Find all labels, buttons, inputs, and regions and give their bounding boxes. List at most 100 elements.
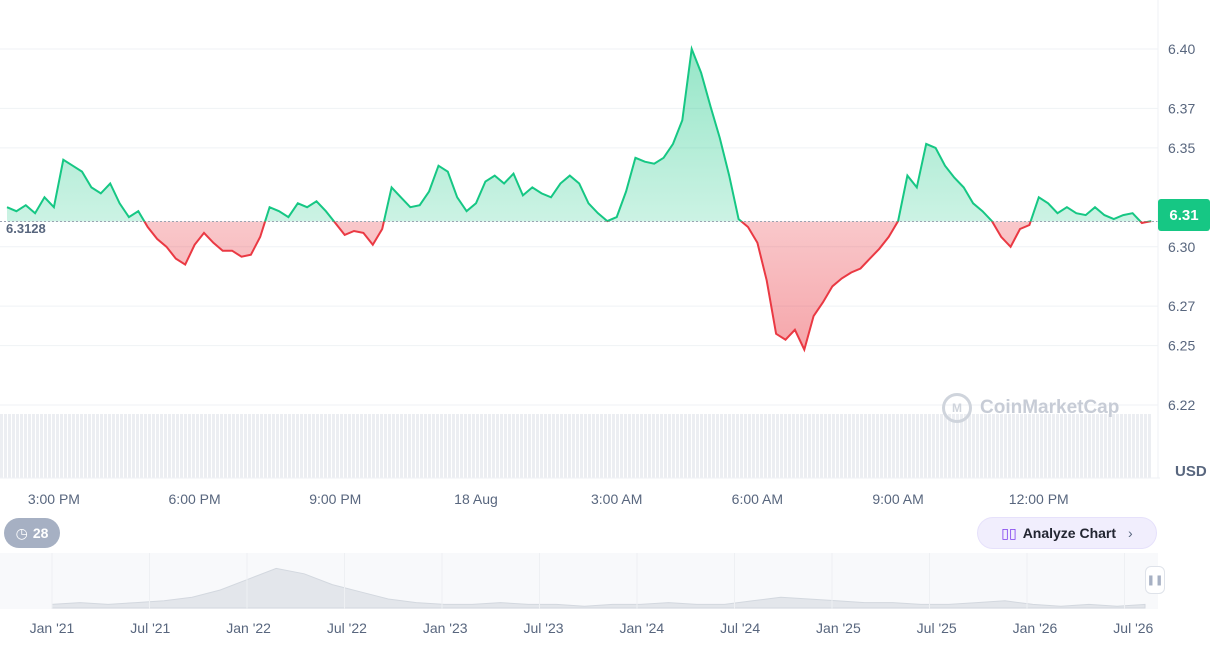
volume-bar [828,414,831,478]
volume-bar [148,414,151,478]
volume-bar [260,414,263,478]
volume-bar [408,414,411,478]
volume-bar [1044,414,1047,478]
volume-bar [1080,414,1083,478]
volume-bar [140,414,143,478]
volume-bar [1092,414,1095,478]
volume-bar [60,414,63,478]
volume-bar [656,414,659,478]
history-button[interactable]: ◷ 28 [4,518,60,548]
navigator-axis: Jan '21 Jul '21 Jan '22 Jul '22 Jan '23 Jul '… [30,620,1154,636]
volume-bar [396,414,399,478]
volume-bar [424,414,427,478]
volume-bar [908,414,911,478]
volume-bar [548,414,551,478]
volume-bar [688,414,691,478]
volume-bar [1020,414,1023,478]
volume-bar [328,414,331,478]
volume-bar [296,414,299,478]
volume-bar [132,414,135,478]
volume-bar [208,414,211,478]
analyze-chart-label: Analyze Chart [1022,525,1117,541]
volume-bar [252,414,255,478]
volume-bar [164,414,167,478]
volume-bar [312,414,315,478]
time-navigator[interactable] [0,553,1158,609]
navigator-tick-label: Jan '23 [423,620,468,636]
volume-bar [228,414,231,478]
volume-bar [800,414,803,478]
volume-bar [556,414,559,478]
volume-bar [748,414,751,478]
x-tick-label: 12:00 PM [1009,491,1069,507]
volume-bar [564,414,567,478]
volume-bar [696,414,699,478]
volume-bar [1096,414,1099,478]
volume-bar [304,414,307,478]
volume-bar [360,414,363,478]
volume-bar [12,414,15,478]
volume-bar [76,414,79,478]
volume-bar [832,414,835,478]
volume-bar [1032,414,1035,478]
volume-bar [976,414,979,478]
volume-bar [36,414,39,478]
volume-bar [560,414,563,478]
navigator-tick-label: Jan '26 [1013,620,1058,636]
volume-bar [96,414,99,478]
volume-bar [532,414,535,478]
volume-bar [256,414,259,478]
volume-bar [552,414,555,478]
volume-bar [160,414,163,478]
volume-bar [932,414,935,478]
volume-bar [340,414,343,478]
volume-bar [1144,414,1147,478]
y-tick-label: 6.22 [1168,397,1195,413]
volume-bar [868,414,871,478]
volume-bar [452,414,455,478]
volume-bar [528,414,531,478]
area-above [7,49,1152,222]
volume-bar [936,414,939,478]
volume-bar [524,414,527,478]
volume-bar [1104,414,1107,478]
volume-bar [860,414,863,478]
volume-bar [200,414,203,478]
volume-bar [744,414,747,478]
volume-bar [520,414,523,478]
volume-bar [212,414,215,478]
volume-bar [8,414,11,478]
volume-bar [584,414,587,478]
volume-bar [592,414,595,478]
volume-bar [720,414,723,478]
volume-bar [380,414,383,478]
volume-bar [796,414,799,478]
navigator-tick-label: Jul '25 [917,620,957,636]
y-tick-label: 6.40 [1168,41,1195,57]
volume-bar [72,414,75,478]
volume-bar [224,414,227,478]
analyze-chart-button[interactable]: ▯▯ Analyze Chart › [977,517,1157,549]
navigator-tick-label: Jul '24 [720,620,760,636]
volume-bar [136,414,139,478]
volume-bar [704,414,707,478]
volume-bar [776,414,779,478]
x-tick-label: 9:00 AM [872,491,923,507]
y-axis: 6.40 6.37 6.35 6.30 6.27 6.25 6.22 [1168,41,1195,413]
volume-bar [724,414,727,478]
volume-bar [600,414,603,478]
volume-bar [376,414,379,478]
volume-bar [480,414,483,478]
volume-bar [40,414,43,478]
volume-bar [664,414,667,478]
navigator-handle[interactable]: ❚❚ [1145,566,1165,594]
volume-bar [100,414,103,478]
volume-bar [804,414,807,478]
y-tick-label: 6.25 [1168,338,1195,354]
volume-bar [240,414,243,478]
y-tick-label: 6.30 [1168,239,1195,255]
volume-bar [972,414,975,478]
volume-bar [1028,414,1031,478]
volume-bar [896,414,899,478]
volume-bar [984,414,987,478]
